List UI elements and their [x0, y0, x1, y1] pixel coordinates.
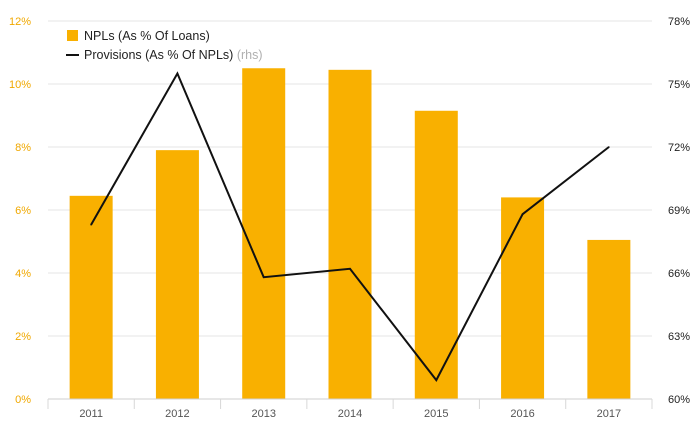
y-right-tick-label: 60% — [668, 394, 690, 406]
axes: 0% 2% 4% 6% 8% 10% 12% 60% 63% 66% 69% 72% 75% 78% 201… — [9, 16, 690, 420]
y-right-tick-label: 75% — [668, 79, 690, 91]
bar — [587, 239, 631, 399]
legend-swatch-npls — [67, 30, 78, 41]
line-point — [176, 72, 179, 75]
bar-series-npls — [69, 68, 631, 400]
bar — [328, 69, 372, 399]
y-left-tick-label: 2% — [15, 331, 31, 343]
bar — [414, 110, 458, 400]
line-point — [90, 223, 92, 226]
x-tick-label: 2017 — [597, 408, 621, 420]
y-left-tick-label: 12% — [9, 16, 31, 28]
x-tick-label: 2012 — [165, 408, 189, 420]
line-point — [262, 276, 265, 279]
legend-label-provisions: Provisions (As % Of NPLs) (rhs) — [84, 48, 263, 62]
legend-label-provisions-suffix: (rhs) — [237, 48, 263, 62]
y-right-tick-label: 69% — [668, 205, 690, 217]
legend: NPLs (As % Of Loans) Provisions (As % Of… — [66, 29, 263, 62]
x-tick-label: 2016 — [510, 408, 534, 420]
y-left-tick-label: 4% — [15, 268, 31, 280]
line-point — [435, 379, 438, 381]
bar — [69, 195, 113, 399]
line-point — [608, 146, 610, 148]
legend-label-provisions-name: Provisions (As % Of NPLs) — [84, 48, 233, 62]
line-point — [349, 268, 351, 270]
x-tick-label: 2014 — [338, 408, 362, 420]
legend-label-npls: NPLs (As % Of Loans) — [84, 29, 210, 43]
y-right-tick-label: 66% — [668, 268, 690, 280]
line-point — [521, 213, 524, 215]
y-left-tick-label: 6% — [15, 205, 31, 217]
y-right-tick-label: 78% — [668, 16, 690, 28]
bar — [501, 197, 545, 399]
y-left-tick-label: 10% — [9, 79, 31, 91]
y-right-tick-label: 72% — [668, 142, 690, 154]
x-tick-label: 2011 — [79, 408, 103, 420]
bar — [242, 68, 286, 399]
y-left-tick-label: 8% — [15, 142, 31, 154]
line-series-provisions — [90, 71, 610, 382]
x-tick-label: 2013 — [251, 408, 275, 420]
bar — [155, 150, 199, 399]
x-tick-label: 2015 — [424, 408, 448, 420]
y-left-tick-label: 0% — [15, 394, 31, 406]
y-right-tick-label: 63% — [668, 331, 690, 343]
